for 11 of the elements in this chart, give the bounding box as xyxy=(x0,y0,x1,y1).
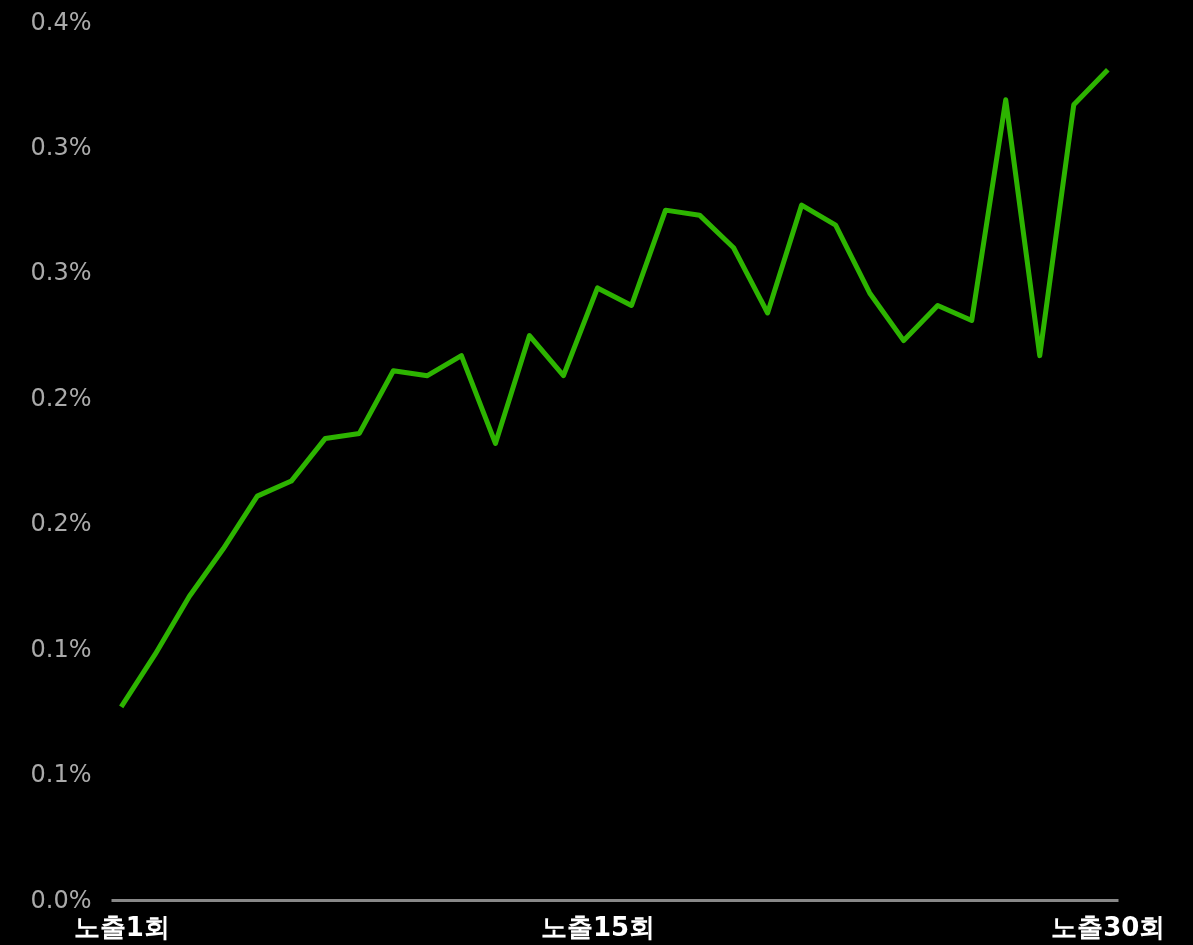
x-tick-label: 노출30회 xyxy=(1051,911,1166,942)
y-tick-label: 0.3% xyxy=(30,258,92,287)
y-tick-label: 0.0% xyxy=(30,885,92,914)
y-tick-label: 0.2% xyxy=(30,383,92,412)
y-tick-label: 0.4% xyxy=(30,7,92,36)
x-tick-label: 노출1회 xyxy=(73,911,170,942)
y-tick-label: 0.1% xyxy=(30,760,92,789)
y-tick-label: 0.3% xyxy=(30,132,92,161)
x-tick-label: 노출15회 xyxy=(540,911,656,942)
y-tick-label: 0.2% xyxy=(30,509,92,538)
y-tick-label: 0.1% xyxy=(30,634,92,663)
